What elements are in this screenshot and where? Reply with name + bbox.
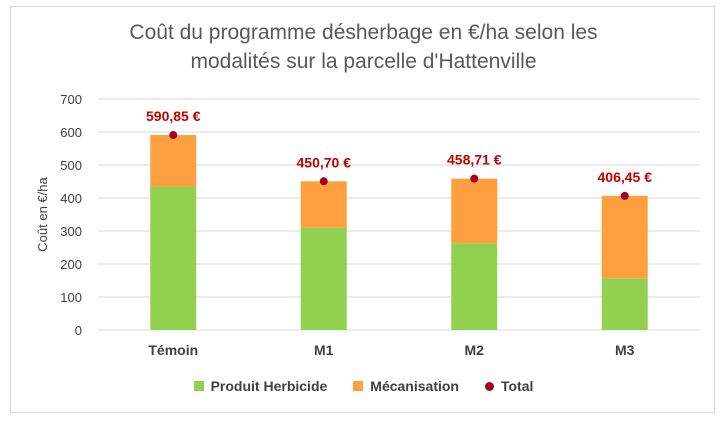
y-tick-label-500: 500	[60, 158, 82, 173]
y-tick-label-200: 200	[60, 257, 82, 272]
y-tick-label-600: 600	[60, 125, 82, 140]
legend-label-herbicide: Produit Herbicide	[210, 378, 328, 394]
bar-herbicide-0	[150, 186, 197, 330]
chart-title: Coût du programme désherbage en €/ha sel…	[129, 21, 598, 73]
legend-item-mecanisation: Mécanisation	[353, 378, 459, 394]
total-marker-1	[319, 177, 328, 186]
bar-mecanisation-3	[601, 195, 648, 279]
legend-label-mecanisation: Mécanisation	[370, 378, 459, 394]
legend-item-total: Total	[484, 378, 534, 394]
x-tick-label-3: M3	[615, 342, 635, 358]
bar-herbicide-3	[601, 278, 648, 330]
bar-mecanisation-2	[451, 178, 498, 244]
chart-legend: Produit Herbicide Mécanisation Total	[0, 378, 727, 394]
total-marker-2	[470, 174, 479, 183]
legend-label-total: Total	[500, 378, 534, 394]
legend-swatch-herbicide	[193, 381, 204, 391]
y-tick-label-300: 300	[60, 224, 82, 239]
x-tick-label-2: M2	[465, 342, 485, 358]
y-tick-label-0: 0	[75, 323, 82, 338]
y-axis-label: Coût en €/ha	[35, 177, 50, 252]
data-label-1: 450,70 €	[297, 154, 352, 170]
legend-marker-total	[484, 381, 494, 391]
legend-swatch-mecanisation	[353, 381, 364, 391]
y-tick-label-700: 700	[60, 92, 82, 107]
total-marker-3	[620, 191, 629, 200]
y-tick-label-100: 100	[60, 290, 82, 305]
x-tick-label-1: M1	[314, 342, 334, 358]
bar-herbicide-2	[451, 243, 498, 330]
bar-mecanisation-1	[300, 181, 347, 228]
bar-herbicide-1	[300, 227, 347, 330]
chart-frame	[10, 6, 715, 413]
legend-item-herbicide: Produit Herbicide	[193, 378, 328, 394]
x-tick-label-0: Témoin	[148, 342, 198, 358]
data-label-0: 590,85 €	[146, 108, 201, 124]
y-tick-label-400: 400	[60, 191, 82, 206]
data-label-3: 406,45 €	[598, 169, 653, 185]
total-marker-0	[169, 131, 178, 140]
data-label-2: 458,71 €	[447, 152, 502, 168]
bar-mecanisation-0	[150, 135, 197, 187]
